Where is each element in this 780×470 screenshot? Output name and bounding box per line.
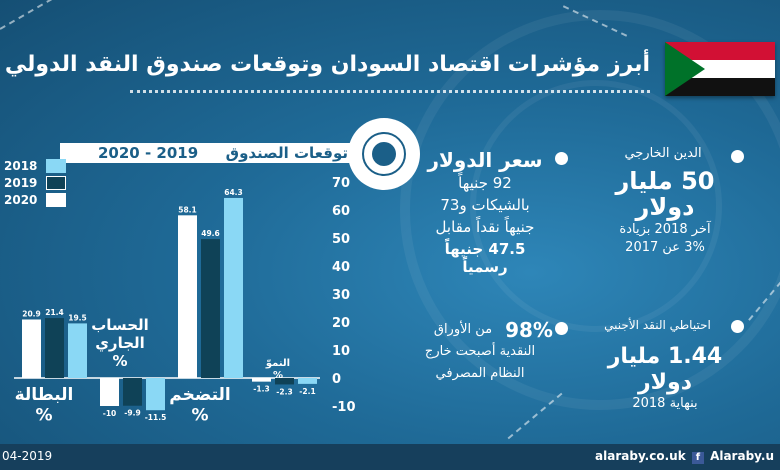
- dollar-rate-line-1: 92 جنيهاً: [458, 174, 512, 192]
- data-label: -2.3: [276, 387, 292, 396]
- page-title: أبرز مؤشرات اقتصاد السودان وتوقعات صندوق…: [4, 52, 650, 77]
- legend-item-2020: 2020: [0, 192, 68, 208]
- currency-outside-line-3: النظام المصرفي: [435, 366, 525, 381]
- imf-watermark-inner: [470, 80, 722, 332]
- dollar-rate-line-2: بالشيكات و73: [440, 196, 530, 214]
- category-label: الجاري: [95, 334, 145, 353]
- bar-2020: [252, 378, 271, 382]
- fx-reserves-note: بنهاية 2018: [632, 396, 698, 411]
- y-tick-label: 70: [332, 176, 350, 191]
- data-label: 64.3: [224, 188, 243, 197]
- bar-2018: [68, 323, 87, 378]
- dollar-rate-line-3: جنيهاً نقداً مقابل: [435, 218, 535, 236]
- category-label: البطالة: [15, 385, 74, 405]
- bullet-icon: [731, 150, 744, 163]
- bar-chart: 70 60 50 40 30 20 10 0 -10 20.9 21.4 19.5 -10 -9.9 -11…: [14, 176, 356, 425]
- category-label: %: [273, 370, 283, 381]
- y-tick-label: 40: [332, 260, 350, 275]
- bullet-icon: [555, 322, 568, 335]
- bar-2019: [123, 378, 142, 406]
- category-label: %: [35, 405, 52, 425]
- data-label: 49.6: [201, 229, 220, 238]
- currency-outside-value: 98%: [505, 318, 553, 342]
- external-debt-note-1: آخر 2018 بزيادة: [619, 222, 711, 237]
- y-tick-label: 30: [332, 288, 350, 303]
- data-label: 19.5: [68, 313, 87, 322]
- bar-2019: [201, 239, 220, 378]
- projection-years: 2020 - 2019: [98, 144, 199, 162]
- y-tick-label: -10: [332, 400, 356, 415]
- legend-item-2018: 2018: [0, 158, 68, 174]
- bar-2020: [100, 378, 119, 406]
- fx-reserves-title: احتياطي النقد الأجنبي: [604, 318, 711, 332]
- dollar-rate-line-4: 47.5 جنيهاً رسمياً: [444, 240, 526, 276]
- bar-2018: [298, 378, 317, 384]
- footer-site: alaraby.co.uk f Alaraby.u: [595, 449, 774, 464]
- legend-swatch: [46, 176, 66, 190]
- bar-2018: [224, 197, 243, 378]
- facebook-icon[interactable]: f: [691, 452, 704, 464]
- sudan-flag: [665, 42, 775, 96]
- data-label: -2.1: [299, 387, 315, 396]
- y-tick-label: 50: [332, 232, 350, 247]
- fx-reserves-value: 1.44 مليار: [607, 344, 723, 369]
- category-label: %: [191, 405, 208, 425]
- data-label: -1.3: [253, 385, 269, 394]
- external-debt-title: الدين الخارجي: [624, 146, 702, 161]
- currency-outside-line-2: النقدية أصبحت خارج: [424, 344, 536, 359]
- bar-2019: [45, 318, 64, 378]
- bar-2020: [22, 319, 41, 378]
- external-debt-unit: دولار: [635, 193, 695, 221]
- projection-banner: توقعات الصندوق 2020 - 2019: [60, 143, 362, 163]
- currency-outside-line-1: من الأوراق: [433, 322, 493, 337]
- bar-2019: [275, 378, 294, 385]
- y-tick-label: 0: [332, 372, 341, 387]
- social-handle[interactable]: Alaraby.u: [710, 449, 774, 463]
- category-label: التضخم: [169, 385, 230, 405]
- projection-label: توقعات الصندوق: [225, 144, 348, 162]
- legend-swatch: [46, 193, 66, 207]
- bullet-icon: [731, 320, 744, 333]
- legend-label: 2019: [4, 176, 38, 190]
- external-debt-note-2: 3% عن 2017: [625, 240, 705, 255]
- data-label: -10: [103, 409, 117, 418]
- y-tick-label: 60: [332, 204, 350, 219]
- category-label: الحساب: [91, 316, 149, 334]
- fx-reserves-unit: دولار: [637, 370, 692, 395]
- external-debt-value: 50 مليار: [615, 167, 715, 195]
- data-label: 58.1: [178, 205, 197, 214]
- data-label: 20.9: [22, 309, 41, 318]
- y-tick-label: 20: [332, 316, 350, 331]
- site-link[interactable]: alaraby.co.uk: [595, 449, 686, 463]
- legend-label: 2018: [4, 159, 38, 173]
- legend-swatch: [46, 159, 66, 173]
- bullet-icon: [555, 152, 568, 165]
- bar-2020: [178, 215, 197, 378]
- title-divider: [130, 90, 650, 93]
- bar-2018: [146, 378, 165, 411]
- dollar-rate-title: سعر الدولار: [427, 148, 543, 172]
- imf-watermark-seal: [400, 10, 780, 410]
- data-label: -9.9: [124, 409, 140, 418]
- category-label: %: [112, 352, 127, 370]
- y-tick-label: 10: [332, 344, 350, 359]
- legend-label: 2020: [4, 193, 38, 207]
- data-label: 21.4: [45, 308, 64, 317]
- category-label: النموّ: [265, 358, 290, 369]
- legend-item-2019: 2019: [0, 175, 68, 191]
- footer-bar: 04-2019 alaraby.co.uk f Alaraby.u: [0, 444, 780, 470]
- footer-date: 04-2019: [2, 449, 53, 463]
- data-label: -11.5: [145, 413, 167, 422]
